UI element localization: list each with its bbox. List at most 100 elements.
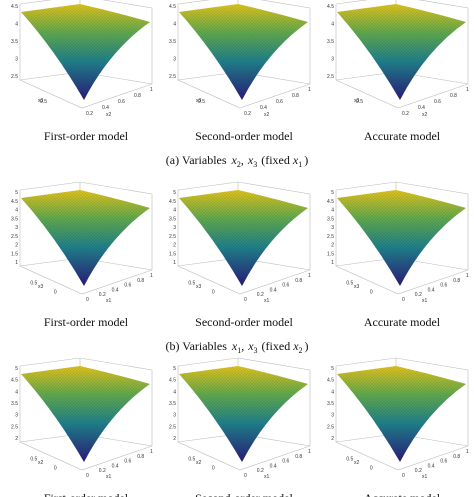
z-tick-label: 5 xyxy=(15,190,18,196)
z-tick-label: 3 xyxy=(173,225,176,231)
panel-title: First-order model xyxy=(44,129,129,143)
variable: x xyxy=(292,339,299,353)
z-tick-label: 4 xyxy=(331,389,334,395)
right-tick-label: 0.6 xyxy=(276,99,283,105)
variable: x xyxy=(231,339,238,353)
caption: (a) Variables x2, x3 (fixed x1) xyxy=(166,153,308,169)
z-tick-label: 1.5 xyxy=(327,251,334,257)
surface-mesh xyxy=(21,4,150,100)
surface-plot: 4.5 4 3.5 3 2.5 0.5x3 0.2 0.4 0.6 0.8 1 x2 xyxy=(11,0,153,118)
z-tick-label: 2.5 xyxy=(169,234,176,240)
left-tick-label: 0 xyxy=(370,289,373,295)
right-tick-label: 0 xyxy=(244,297,247,303)
caption-text: (b) Variables xyxy=(165,339,227,353)
variable: x xyxy=(247,339,254,353)
z-tick-label: 3.5 xyxy=(11,216,18,222)
z-tick-label: 2.5 xyxy=(169,424,176,430)
right-tick-label: 0.4 xyxy=(260,105,267,111)
right-tick-label: 0.4 xyxy=(418,105,425,111)
right-tick-label: 0.2 xyxy=(415,468,422,474)
z-tick-label: 4.5 xyxy=(327,199,334,205)
caption-text: (fixed xyxy=(262,339,291,353)
right-tick-label: 0.8 xyxy=(295,454,302,460)
right-tick-label: 0.8 xyxy=(134,93,141,99)
z-tick-label: 3 xyxy=(331,413,334,419)
right-tick-label: 0 xyxy=(402,473,405,479)
panel-title: Accurate model xyxy=(364,129,441,143)
right-tick-label: 1 xyxy=(150,273,153,279)
right-tick-label: 0.4 xyxy=(102,105,109,111)
z-tick-label: 4.5 xyxy=(327,378,334,384)
z-tick-label: 2.5 xyxy=(327,74,334,80)
right-tick-label: 0.4 xyxy=(428,463,435,469)
right-tick-label: 0.6 xyxy=(440,459,447,465)
subscript: 1 xyxy=(298,160,302,169)
z-tick-label: 2 xyxy=(331,243,334,249)
right-tick-label: 1 xyxy=(466,87,469,93)
z-tick-label: 3.5 xyxy=(169,401,176,407)
surface-mesh xyxy=(21,190,150,286)
z-tick-label: 2.5 xyxy=(11,424,18,430)
z-tick-label: 3 xyxy=(15,57,18,63)
right-tick-label: 0.4 xyxy=(270,463,277,469)
z-tick-label: 4.5 xyxy=(11,378,18,384)
right-axis-label: x2 xyxy=(106,112,112,118)
right-tick-label: 0.2 xyxy=(86,111,93,117)
surface-plot: 5 4.5 4 3.5 3 2.5 2 0.5 0 x2 0 0.2 0.4 0.6 0.8 1 x1 xyxy=(11,357,153,480)
caption-text: (a) Variables xyxy=(166,153,227,167)
axes-box xyxy=(19,0,153,109)
z-tick-label: 3 xyxy=(15,225,18,231)
left-axis-label: x3 xyxy=(38,98,44,104)
z-tick-label: 4 xyxy=(173,389,176,395)
panel-title: Accurate model xyxy=(364,491,441,497)
right-tick-label: 0.8 xyxy=(137,278,144,284)
surface-plot: 5 4.5 4 3.5 3 2.5 2 0.5 0 x2 0 0.2 0.4 0.6 0.8 1 x1 xyxy=(169,357,311,480)
variable: x xyxy=(247,153,254,167)
right-tick-label: 0.8 xyxy=(295,278,302,284)
right-tick-label: 0.8 xyxy=(453,454,460,460)
left-tick-label: 0.5 xyxy=(198,99,205,105)
right-axis-label: x1 xyxy=(422,474,428,480)
right-axis-label: x2 xyxy=(264,112,270,118)
z-tick-label: 2.5 xyxy=(169,74,176,80)
right-tick-label: 1 xyxy=(308,273,311,279)
z-tick-label: 2.5 xyxy=(11,234,18,240)
left-tick-label: 0 xyxy=(54,289,57,295)
z-tick-label: 4.5 xyxy=(11,199,18,205)
right-tick-label: 0.6 xyxy=(282,459,289,465)
right-tick-label: 0.2 xyxy=(244,111,251,117)
right-tick-label: 0.8 xyxy=(137,454,144,460)
right-tick-label: 0.2 xyxy=(99,292,106,298)
z-tick-label: 5 xyxy=(331,366,334,372)
surface-mesh xyxy=(179,190,308,286)
surface-mesh xyxy=(337,4,466,100)
subscript: 3 xyxy=(254,346,258,355)
z-tick-label: 1 xyxy=(173,260,176,266)
separator: , xyxy=(241,153,244,167)
right-tick-label: 0.4 xyxy=(112,287,119,293)
panel-title: Second-order model xyxy=(195,129,293,143)
left-tick-label: 0.5 xyxy=(30,281,37,287)
z-tick-label: 2.5 xyxy=(327,424,334,430)
right-tick-label: 0.2 xyxy=(99,468,106,474)
right-tick-label: 0.6 xyxy=(440,283,447,289)
left-tick-label: 0 xyxy=(212,465,215,471)
z-tick-label: 4.5 xyxy=(327,4,334,10)
z-tick-label: 5 xyxy=(331,190,334,196)
variable: x xyxy=(231,153,238,167)
axes-box xyxy=(177,0,311,109)
left-axis-label: x3 xyxy=(38,284,44,290)
right-tick-label: 0.8 xyxy=(450,93,457,99)
z-tick-label: 1 xyxy=(15,260,18,266)
axes-box xyxy=(335,0,469,109)
right-tick-label: 0.8 xyxy=(453,278,460,284)
panel-title: Accurate model xyxy=(364,315,441,329)
z-tick-label: 5 xyxy=(173,366,176,372)
z-tick-label: 2 xyxy=(15,243,18,249)
right-tick-label: 0.2 xyxy=(415,292,422,298)
z-tick-label: 5 xyxy=(15,366,18,372)
left-tick-label: 0.5 xyxy=(40,99,47,105)
right-tick-label: 0 xyxy=(86,473,89,479)
panel-title: First-order model xyxy=(44,315,129,329)
surface-plot: 5 4.5 4 3.5 3 2.5 2 1.5 1 0.5 0 x3 0 0.2 0.4 0.6 0.8 1 x1 xyxy=(327,181,469,304)
